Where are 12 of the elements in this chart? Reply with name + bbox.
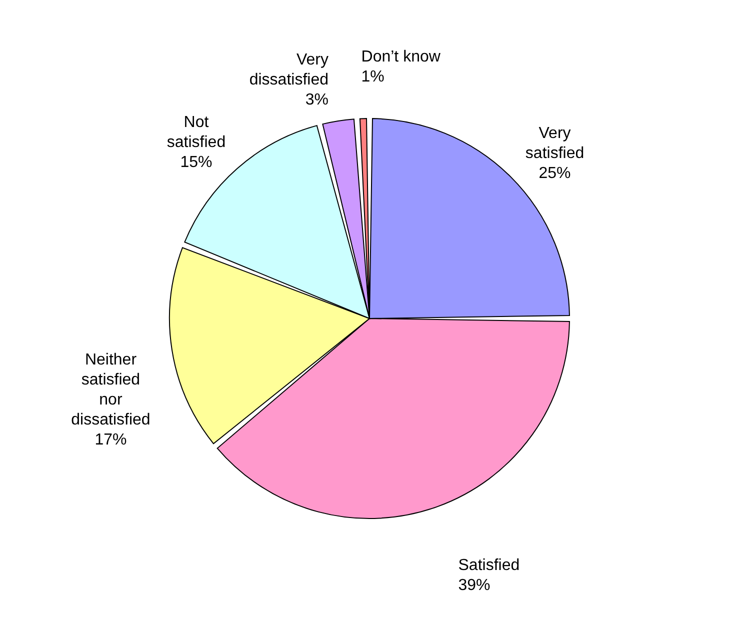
slice-label: Neither satisfied nor dissatisfied (71, 351, 150, 428)
slice-label: Very dissatisfied (249, 52, 329, 89)
slice-label: Not satisfied (166, 114, 226, 151)
slice-label: Satisfied (458, 557, 520, 574)
slice-label: Very satisfied (525, 125, 584, 162)
data-label: 39% (458, 577, 490, 594)
data-label: 1% (361, 68, 384, 86)
slice-label: Don’t know (361, 48, 441, 66)
data-label: 15% (180, 154, 212, 171)
data-label: 25% (538, 165, 571, 182)
data-label: 17% (94, 431, 127, 448)
data-label: 3% (305, 92, 329, 109)
